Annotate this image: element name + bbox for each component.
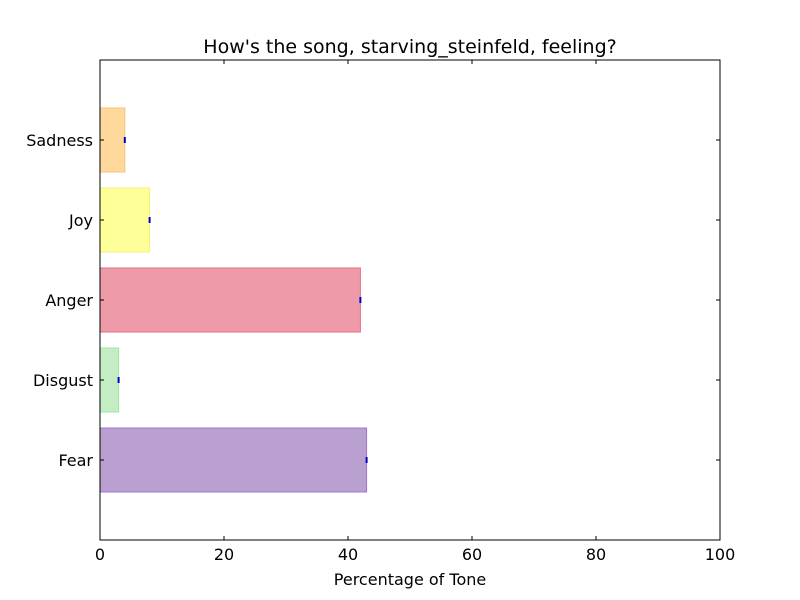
x-tick-label: 40 bbox=[338, 545, 358, 564]
y-tick-label: Fear bbox=[58, 451, 93, 470]
bar-joy bbox=[99, 187, 151, 253]
ticks-layer: Fear Disgust Anger Joy Sadness 0 20 40 60 80 100 bbox=[26, 60, 735, 564]
y-tick-label: Joy bbox=[68, 211, 93, 230]
y-tick-label: Anger bbox=[45, 291, 93, 310]
plot-area-frame bbox=[99, 59, 721, 541]
x-tick-label: 80 bbox=[586, 545, 606, 564]
bar-fear bbox=[99, 427, 368, 493]
bars-layer bbox=[99, 107, 368, 493]
x-tick-label: 100 bbox=[705, 545, 736, 564]
y-tick-label: Sadness bbox=[26, 131, 93, 150]
x-axis-label: Percentage of Tone bbox=[334, 570, 486, 589]
x-tick-label: 0 bbox=[95, 545, 105, 564]
x-tick-label: 20 bbox=[214, 545, 234, 564]
x-tick-label: 60 bbox=[462, 545, 482, 564]
chart-title: How's the song, starving_steinfeld, feel… bbox=[203, 36, 616, 58]
y-tick-label: Disgust bbox=[33, 371, 93, 390]
bar-anger bbox=[99, 267, 361, 333]
